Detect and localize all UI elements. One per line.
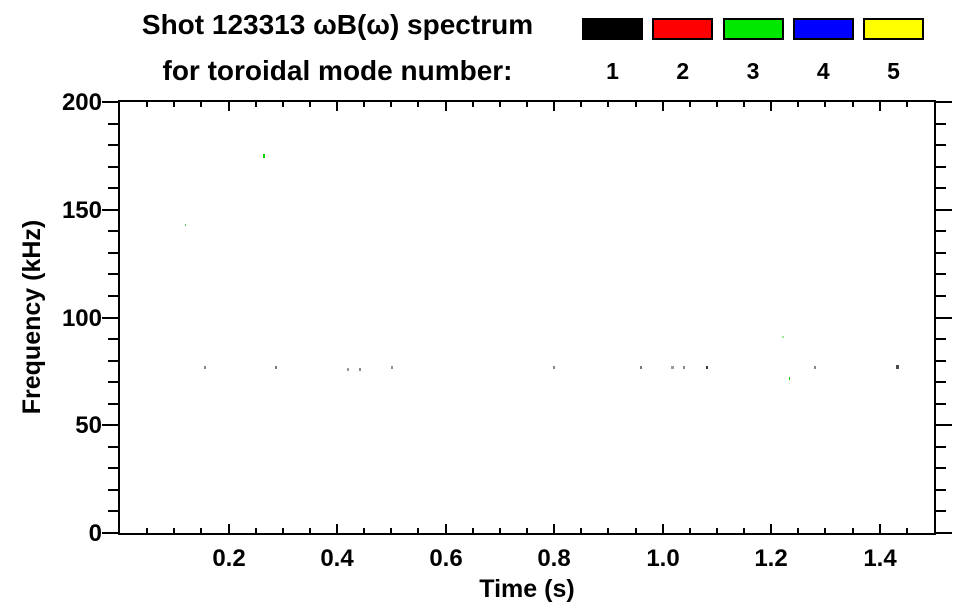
y-minor-tick <box>108 230 118 232</box>
legend-label-mode-3: 3 <box>746 58 760 84</box>
y-minor-tick <box>936 123 946 125</box>
y-minor-tick <box>936 230 946 232</box>
y-minor-tick <box>108 467 118 469</box>
y-major-tick <box>102 317 118 319</box>
legend-swatch-mode-2 <box>652 18 714 40</box>
y-major-tick <box>936 532 952 534</box>
y-major-tick <box>936 209 952 211</box>
legend-label-row: 1 2 3 4 5 <box>582 58 924 85</box>
y-minor-tick <box>936 295 946 297</box>
y-minor-tick <box>108 144 118 146</box>
legend-swatch-row <box>582 18 924 40</box>
y-minor-tick <box>936 144 946 146</box>
legend-swatch-mode-4 <box>792 18 854 40</box>
y-minor-tick <box>108 252 118 254</box>
x-tick-label: 1.0 <box>646 545 680 572</box>
legend-swatch-mode-5 <box>863 18 924 40</box>
y-minor-tick <box>108 187 118 189</box>
y-major-tick <box>936 424 952 426</box>
plot-frame <box>118 100 936 535</box>
x-tick-label: 0.8 <box>537 545 571 572</box>
y-minor-tick <box>108 295 118 297</box>
x-axis-label: Time (s) <box>479 575 575 603</box>
y-minor-tick <box>936 381 946 383</box>
y-minor-tick <box>108 403 118 405</box>
legend-label-mode-5: 5 <box>887 58 900 84</box>
y-minor-tick <box>108 381 118 383</box>
x-tick-label: 0.6 <box>429 545 463 572</box>
legend-label-mode-2: 2 <box>676 58 690 84</box>
y-minor-tick <box>108 273 118 275</box>
page-subtitle: for toroidal mode number: <box>162 55 513 86</box>
y-minor-tick <box>108 510 118 512</box>
y-tick-label: 0 <box>88 520 102 547</box>
legend-swatch-mode-1 <box>582 18 643 40</box>
y-minor-tick <box>108 123 118 125</box>
y-minor-tick <box>108 360 118 362</box>
y-major-tick <box>102 101 118 103</box>
y-minor-tick <box>936 166 946 168</box>
y-minor-tick <box>936 510 946 512</box>
page-title: Shot 123313 ωB(ω) spectrum <box>141 9 534 40</box>
y-major-tick <box>102 424 118 426</box>
y-major-tick <box>936 317 952 319</box>
y-axis-label: Frequency (kHz) <box>18 219 46 415</box>
x-tick-label: 0.2 <box>212 545 246 572</box>
y-minor-tick <box>108 489 118 491</box>
x-tick-label: 1.4 <box>863 545 897 572</box>
y-minor-tick <box>936 187 946 189</box>
y-minor-tick <box>108 338 118 340</box>
y-minor-tick <box>108 166 118 168</box>
x-tick-label: 0.4 <box>320 545 354 572</box>
legend-swatch-mode-3 <box>722 18 784 40</box>
chart-title-block: Shot 123313 ωB(ω) spectrum for toroidal … <box>0 2 675 94</box>
y-minor-tick <box>936 403 946 405</box>
y-minor-tick <box>936 338 946 340</box>
y-minor-tick <box>936 273 946 275</box>
legend-label-mode-4: 4 <box>816 58 830 84</box>
y-major-tick <box>102 532 118 534</box>
y-minor-tick <box>936 489 946 491</box>
y-minor-tick <box>108 446 118 448</box>
x-tick-label: 1.2 <box>754 545 788 572</box>
y-minor-tick <box>936 467 946 469</box>
legend-label-mode-1: 1 <box>606 58 619 84</box>
y-major-tick <box>102 209 118 211</box>
y-minor-tick <box>936 446 946 448</box>
y-minor-tick <box>936 252 946 254</box>
y-minor-tick <box>936 360 946 362</box>
y-major-tick <box>936 101 952 103</box>
